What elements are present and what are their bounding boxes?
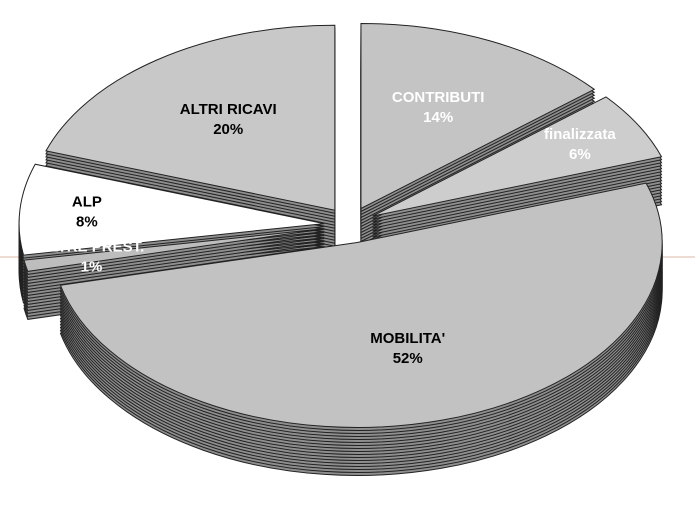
slice-value: 52% — [393, 350, 423, 367]
slice — [23, 228, 325, 272]
slice-label: ALTRE PREST. — [39, 239, 145, 256]
slice — [59, 182, 663, 428]
slice-side — [23, 237, 325, 281]
slice-value: 20% — [213, 121, 243, 138]
slice-value: 8% — [76, 213, 98, 230]
slice — [372, 96, 663, 217]
slice-side — [23, 234, 325, 278]
slice — [45, 24, 336, 211]
slice-value: 14% — [423, 109, 453, 126]
slice-label: MOBILITA' — [370, 330, 445, 347]
slice-label: finalizzata — [544, 126, 616, 143]
slice-side — [23, 243, 325, 287]
slice — [360, 22, 596, 210]
slice-label: ALP — [72, 193, 102, 210]
slice-label: ALTRI RICAVI — [180, 101, 277, 118]
slice — [18, 163, 325, 256]
slice-side — [23, 231, 325, 275]
slice-value: 1% — [81, 259, 103, 276]
slice-side — [23, 240, 325, 284]
slice-label: CONTRIBUTI — [392, 89, 485, 106]
slice-side — [23, 246, 325, 290]
slice-value: 6% — [569, 146, 591, 163]
